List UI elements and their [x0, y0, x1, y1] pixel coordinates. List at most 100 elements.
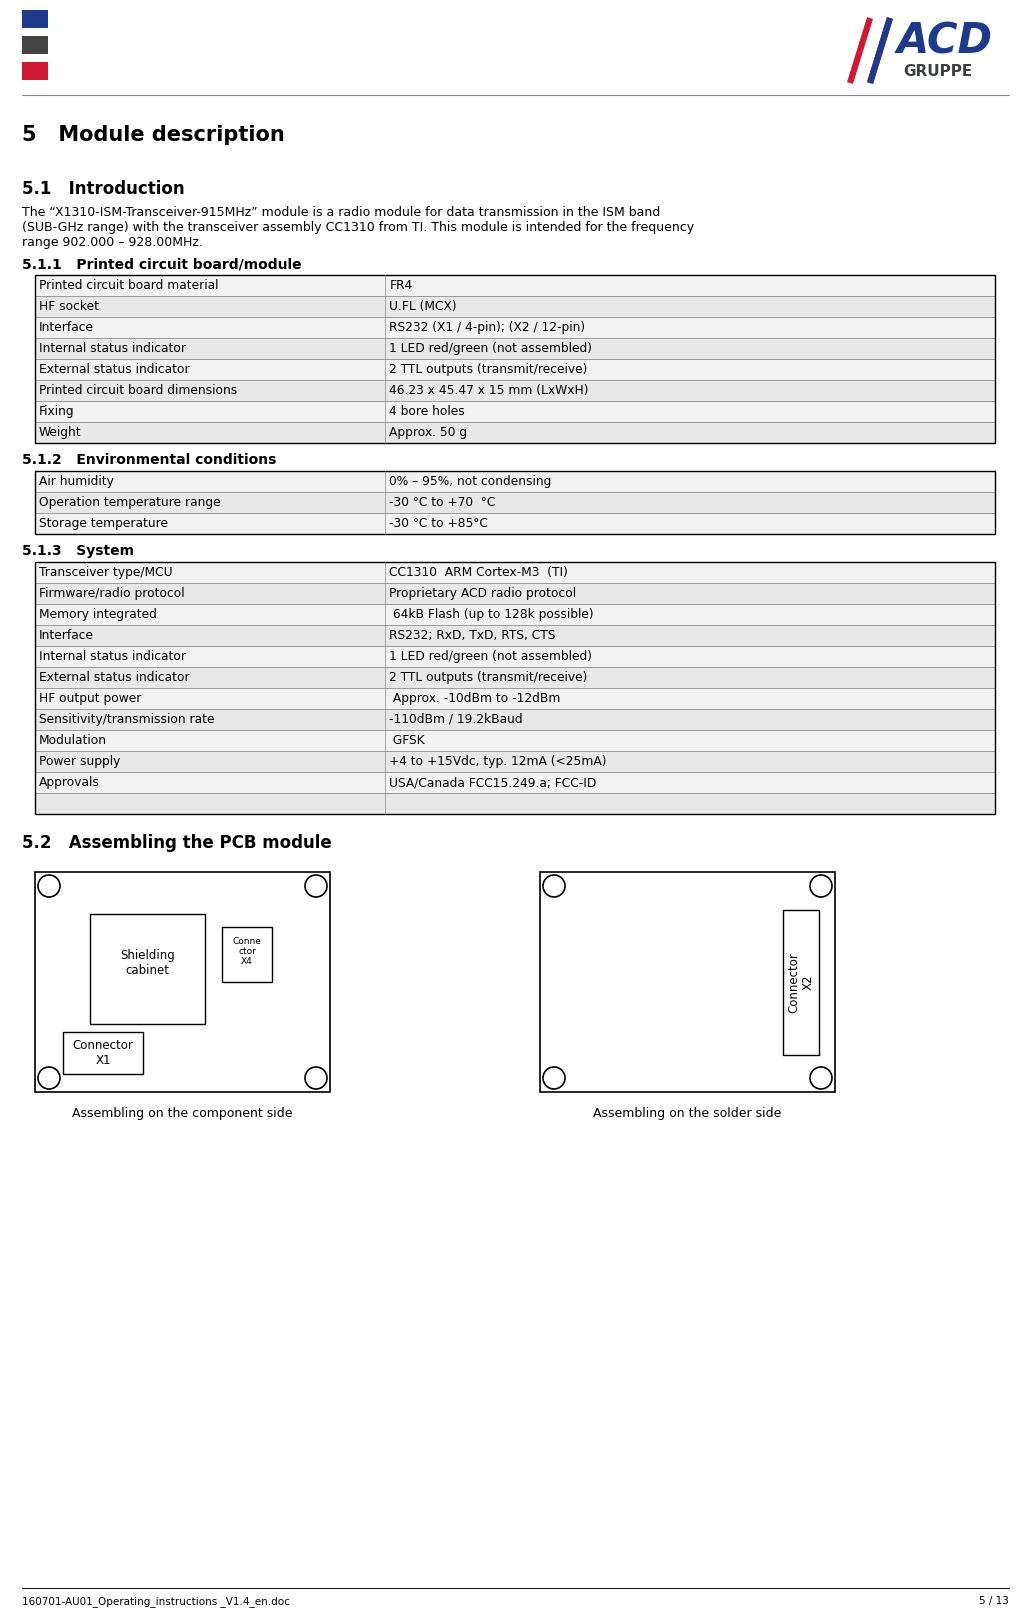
Circle shape [38, 1066, 60, 1089]
Bar [35, 422, 995, 443]
Bar [35, 772, 995, 793]
Text: Modulation: Modulation [39, 735, 107, 748]
Bar [35, 793, 995, 814]
Text: ACD: ACD [897, 21, 993, 63]
Text: Firmware/radio protocol: Firmware/radio protocol [39, 586, 185, 599]
Text: 5 / 13: 5 / 13 [979, 1597, 1009, 1606]
Bar [35, 604, 995, 625]
Bar [35, 275, 995, 443]
Bar [35, 872, 330, 1092]
Text: Proprietary ACD radio protocol: Proprietary ACD radio protocol [390, 586, 576, 599]
Bar [35, 667, 995, 688]
Text: U.FL (MCX): U.FL (MCX) [390, 300, 457, 313]
Text: Connector
X1: Connector X1 [72, 1039, 133, 1066]
Bar [35, 751, 995, 772]
Text: 5.1   Introduction: 5.1 Introduction [22, 180, 185, 198]
Text: Approx. 50 g: Approx. 50 g [390, 425, 467, 440]
Text: Sensitivity/transmission rate: Sensitivity/transmission rate [39, 714, 214, 727]
Text: Internal status indicator: Internal status indicator [39, 649, 186, 664]
Text: Assembling on the solder side: Assembling on the solder side [593, 1107, 781, 1120]
Text: Interface: Interface [39, 321, 94, 333]
Text: 0% – 95%, not condensing: 0% – 95%, not condensing [390, 475, 552, 488]
Text: 5.1.3   System: 5.1.3 System [22, 545, 134, 557]
Bar [35, 380, 995, 401]
Text: CC1310  ARM Cortex-M3  (TI): CC1310 ARM Cortex-M3 (TI) [390, 565, 568, 578]
Text: HF socket: HF socket [39, 300, 99, 313]
Bar [35, 470, 995, 533]
Bar [35, 646, 995, 667]
Text: Air humidity: Air humidity [39, 475, 113, 488]
Bar [540, 872, 835, 1092]
Text: External status indicator: External status indicator [39, 362, 190, 375]
Text: Printed circuit board material: Printed circuit board material [39, 279, 219, 292]
Text: range 902.000 – 928.00MHz.: range 902.000 – 928.00MHz. [22, 235, 203, 250]
Text: USA/Canada FCC15.249.a; FCC-ID: USA/Canada FCC15.249.a; FCC-ID [390, 777, 597, 789]
Text: 64kB Flash (up to 128k possible): 64kB Flash (up to 128k possible) [390, 607, 594, 620]
Bar [35, 512, 995, 533]
Bar [90, 913, 205, 1025]
Text: 46.23 x 45.47 x 15 mm (LxWxH): 46.23 x 45.47 x 15 mm (LxWxH) [390, 383, 589, 396]
Text: Conne
ctor
X4: Conne ctor X4 [233, 936, 262, 967]
Bar [35, 296, 995, 317]
Bar [35, 562, 995, 583]
Circle shape [810, 1066, 832, 1089]
Text: RS232; RxD, TxD, RTS, CTS: RS232; RxD, TxD, RTS, CTS [390, 628, 556, 643]
Circle shape [543, 1066, 565, 1089]
Text: RS232 (X1 / 4-pin); (X2 / 12-pin): RS232 (X1 / 4-pin); (X2 / 12-pin) [390, 321, 586, 333]
Bar [63, 1033, 143, 1075]
Bar [35, 470, 995, 491]
Bar [35, 625, 995, 646]
Text: 5   Module description: 5 Module description [22, 126, 285, 145]
Text: -110dBm / 19.2kBaud: -110dBm / 19.2kBaud [390, 714, 523, 727]
Text: Interface: Interface [39, 628, 94, 643]
Text: +4 to +15Vdc, typ. 12mA (<25mA): +4 to +15Vdc, typ. 12mA (<25mA) [390, 756, 607, 768]
Text: -30 °C to +70  °C: -30 °C to +70 °C [390, 496, 496, 509]
Text: GFSK: GFSK [390, 735, 425, 748]
Text: (SUB-GHz range) with the transceiver assembly CC1310 from TI. This module is int: (SUB-GHz range) with the transceiver ass… [22, 221, 694, 234]
Bar [35, 401, 995, 422]
Text: Approvals: Approvals [39, 777, 100, 789]
Text: Shielding
cabinet: Shielding cabinet [121, 949, 175, 976]
Text: Storage temperature: Storage temperature [39, 517, 168, 530]
Text: Power supply: Power supply [39, 756, 121, 768]
Bar [35, 730, 995, 751]
Bar [35, 709, 995, 730]
Text: GRUPPE: GRUPPE [903, 64, 972, 79]
Text: Internal status indicator: Internal status indicator [39, 342, 186, 354]
Bar [783, 910, 819, 1055]
Text: Printed circuit board dimensions: Printed circuit board dimensions [39, 383, 237, 396]
Text: Transceiver type/MCU: Transceiver type/MCU [39, 565, 172, 578]
Bar [22, 10, 48, 27]
Bar [22, 61, 48, 81]
Text: Memory integrated: Memory integrated [39, 607, 157, 620]
Text: 1 LED red/green (not assembled): 1 LED red/green (not assembled) [390, 342, 593, 354]
Text: Operation temperature range: Operation temperature range [39, 496, 221, 509]
Bar [35, 275, 995, 296]
Text: HF output power: HF output power [39, 693, 141, 706]
Text: 2 TTL outputs (transmit/receive): 2 TTL outputs (transmit/receive) [390, 672, 588, 685]
Bar [35, 338, 995, 359]
Text: FR4: FR4 [390, 279, 412, 292]
Circle shape [305, 875, 327, 897]
Circle shape [38, 875, 60, 897]
Text: 1 LED red/green (not assembled): 1 LED red/green (not assembled) [390, 649, 593, 664]
Text: 5.1.1   Printed circuit board/module: 5.1.1 Printed circuit board/module [22, 258, 302, 271]
Circle shape [305, 1066, 327, 1089]
Text: Approx. -10dBm to -12dBm: Approx. -10dBm to -12dBm [390, 693, 561, 706]
Text: 160701-AU01_Operating_instructions _V1.4_en.doc: 160701-AU01_Operating_instructions _V1.4… [22, 1597, 290, 1606]
Text: The “X1310-ISM-Transceiver-915MHz” module is a radio module for data transmissio: The “X1310-ISM-Transceiver-915MHz” modul… [22, 206, 660, 219]
Bar [35, 491, 995, 512]
Bar [222, 926, 272, 983]
Text: -30 °C to +85°C: -30 °C to +85°C [390, 517, 489, 530]
Bar [22, 35, 48, 55]
Text: 5.2   Assembling the PCB module: 5.2 Assembling the PCB module [22, 834, 332, 852]
Bar [35, 562, 995, 814]
Text: 5.1.2   Environmental conditions: 5.1.2 Environmental conditions [22, 453, 276, 467]
Text: 4 bore holes: 4 bore holes [390, 404, 465, 417]
Bar [35, 317, 995, 338]
Bar [35, 583, 995, 604]
Text: Assembling on the component side: Assembling on the component side [72, 1107, 293, 1120]
Text: External status indicator: External status indicator [39, 672, 190, 685]
Text: Weight: Weight [39, 425, 81, 440]
Circle shape [810, 875, 832, 897]
